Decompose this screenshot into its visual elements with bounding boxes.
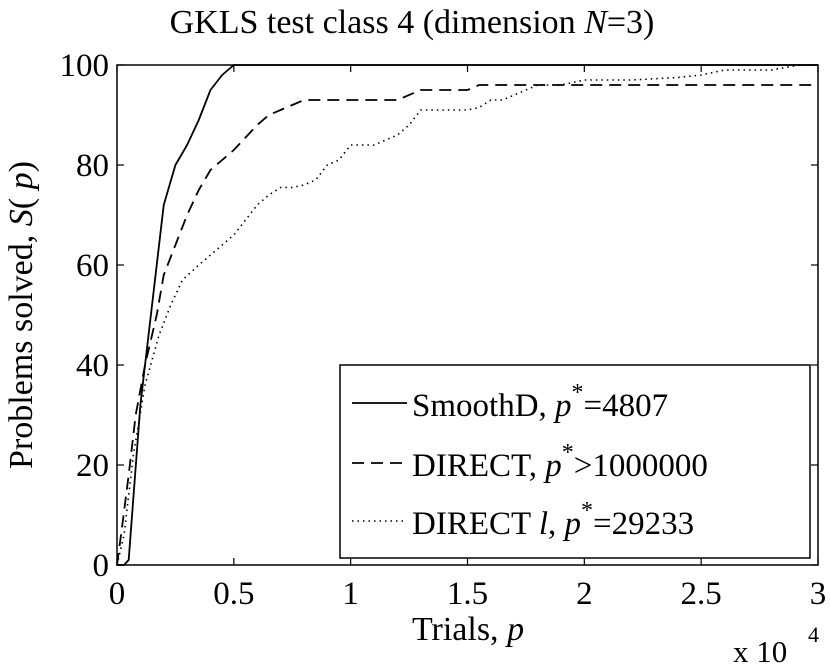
x-tick-label: 0.5 [213,576,254,612]
legend-label-smoothd: SmoothD, p*=4807 [412,380,668,424]
x-tick-label: 2.5 [681,576,722,612]
legend-box [339,364,811,559]
x-tick-label: 3 [810,576,827,612]
x-axis-multiplier: x 10 [733,634,787,667]
legend-label-direct: DIRECT, p*>1000000 [412,440,708,484]
x-tick-label: 2 [576,576,593,612]
series-line-direct [116,84,818,566]
y-tick-label: 40 [76,348,109,384]
series-layer [116,64,818,566]
x-tick-label: 1 [342,576,359,612]
y-axis-label: Problems solved, S( p) [3,161,40,469]
x-axis-label: Trials, p [412,611,524,648]
y-tick-label: 100 [60,48,110,84]
y-tick-label: 80 [76,148,109,184]
y-tick-label: 0 [93,548,110,584]
x-tick-label: 1.5 [447,576,488,612]
y-tick-label: 60 [76,248,109,284]
legend-label-direct-l: DIRECT l, p*=29233 [412,498,694,542]
x-tick-label: 0 [109,576,126,612]
legend: SmoothD, p*=4807 DIRECT, p*>1000000 DIRE… [339,364,811,559]
x-axis-multiplier-exponent: 4 [808,622,819,647]
axis-ticks: 0 0.5 1 1.5 2 2.5 3 0 20 40 60 80 100 [60,48,827,612]
y-tick-label: 20 [76,448,109,484]
chart-title: GKLS test class 4 (dimension N=3) [170,4,655,41]
series-line-smoothd [117,64,818,566]
